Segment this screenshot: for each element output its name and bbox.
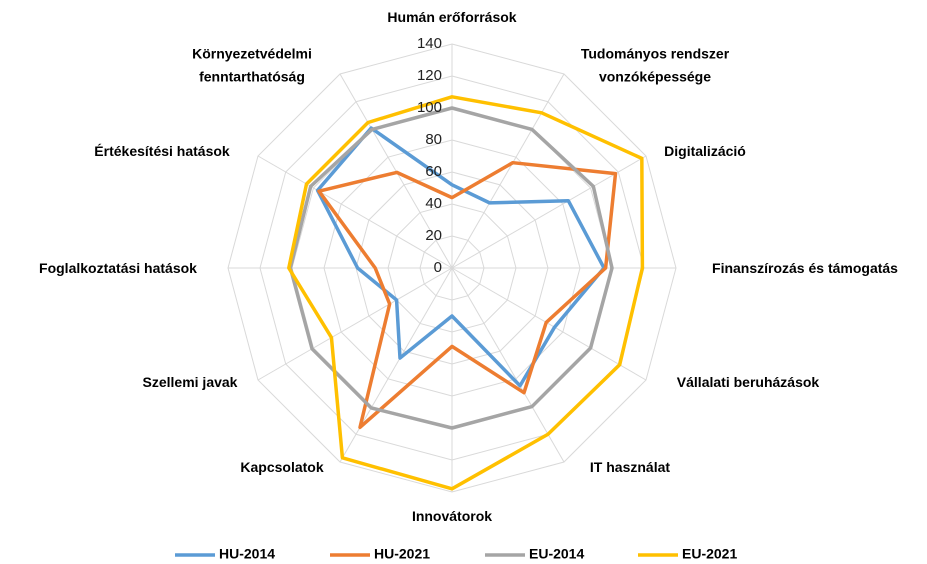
spoke [339,267,453,463]
series-line [317,160,618,430]
tick-label: 40 [425,195,442,212]
tick-label: 80 [425,131,442,148]
series-line [287,95,645,491]
series-line [288,106,614,430]
tick-label: 100 [417,99,442,116]
spoke [451,267,647,381]
category-label: Kapcsolatok [240,459,323,475]
tick-label: 140 [417,35,442,52]
tick-label: 0 [434,259,442,276]
legend-label: HU-2021 [374,546,430,562]
spoke [451,267,565,463]
category-label: Vállalati beruházások [677,374,820,390]
category-label: IT használat [590,459,670,475]
category-label: Humán erőforrások [387,9,516,25]
legend-label: HU-2014 [219,546,275,562]
legend-label: EU-2021 [682,546,737,562]
category-label: Digitalizáció [664,143,746,159]
legend-label: EU-2014 [529,546,584,562]
tick-label: 20 [425,227,442,244]
spoke [257,155,453,269]
category-label: Szellemi javak [143,374,238,390]
category-label: Foglalkoztatási hatások [39,260,197,276]
spoke [257,267,453,381]
tick-label: 60 [425,163,442,180]
spoke [451,73,565,269]
category-label: Finanszírozás és támogatás [712,260,898,276]
category-label: Környezetvédelmi fenntarthatóság [192,45,312,84]
category-label: Innovátorok [412,508,492,524]
tick-label: 120 [417,67,442,84]
category-label: Értékesítési hatások [94,143,230,159]
category-label: Tudományos rendszer vonzóképessége [581,45,730,84]
